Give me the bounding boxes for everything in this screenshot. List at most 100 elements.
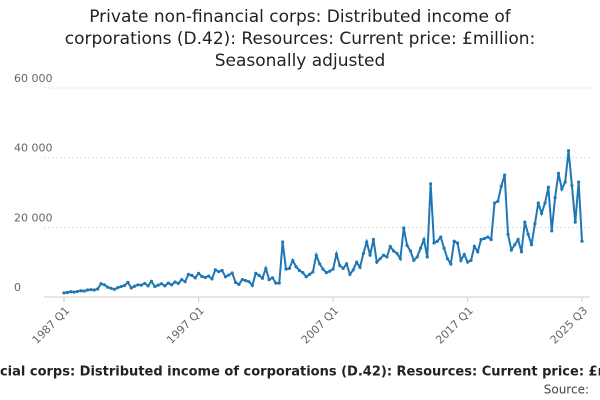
y-tick-label: 60 000 bbox=[14, 72, 53, 85]
point bbox=[186, 272, 191, 276]
point bbox=[267, 277, 271, 282]
point bbox=[381, 253, 386, 257]
point bbox=[328, 269, 332, 273]
point bbox=[459, 258, 463, 263]
point bbox=[388, 244, 392, 249]
point bbox=[106, 285, 110, 289]
point bbox=[281, 240, 285, 244]
point bbox=[156, 283, 160, 287]
point bbox=[122, 283, 127, 288]
point bbox=[139, 283, 143, 287]
point bbox=[264, 266, 268, 271]
point bbox=[92, 288, 96, 292]
point bbox=[408, 249, 413, 253]
point bbox=[341, 266, 345, 271]
point bbox=[432, 241, 436, 245]
point bbox=[533, 222, 537, 226]
point bbox=[96, 287, 100, 291]
point bbox=[307, 272, 312, 276]
x-tick-label: 1997 Q1 bbox=[164, 304, 207, 347]
point bbox=[415, 255, 419, 259]
point bbox=[196, 271, 201, 275]
point bbox=[250, 283, 254, 288]
point bbox=[284, 267, 288, 271]
point bbox=[79, 289, 83, 293]
point bbox=[489, 237, 493, 242]
point bbox=[442, 246, 446, 250]
point bbox=[577, 180, 581, 184]
point bbox=[550, 229, 554, 233]
point bbox=[220, 268, 224, 273]
point bbox=[476, 250, 480, 254]
chart-title: Private non-financial corps: Distributed… bbox=[64, 7, 536, 71]
point bbox=[254, 271, 258, 275]
point bbox=[227, 273, 231, 277]
point bbox=[516, 237, 520, 242]
point bbox=[435, 239, 439, 243]
point bbox=[297, 268, 302, 273]
point bbox=[462, 252, 466, 257]
point bbox=[526, 232, 530, 236]
point bbox=[304, 275, 308, 279]
point bbox=[133, 284, 137, 288]
point bbox=[183, 280, 187, 284]
point bbox=[523, 220, 527, 224]
point bbox=[301, 271, 305, 275]
point bbox=[580, 239, 584, 243]
point bbox=[170, 283, 174, 287]
point bbox=[402, 226, 406, 230]
point bbox=[200, 274, 204, 279]
point bbox=[445, 257, 450, 261]
point bbox=[143, 281, 147, 286]
point bbox=[371, 237, 376, 242]
point bbox=[203, 275, 207, 280]
point bbox=[405, 243, 409, 248]
point bbox=[553, 196, 557, 200]
point bbox=[116, 285, 120, 290]
point bbox=[163, 284, 167, 288]
point bbox=[351, 268, 355, 272]
point bbox=[570, 183, 574, 188]
point bbox=[455, 241, 460, 245]
point bbox=[513, 243, 517, 247]
point bbox=[425, 255, 429, 259]
x-tick-label: 2007 Q1 bbox=[299, 304, 342, 347]
point bbox=[348, 272, 352, 276]
point bbox=[334, 252, 339, 256]
point bbox=[260, 276, 265, 280]
point bbox=[244, 279, 248, 283]
point bbox=[176, 281, 180, 286]
source: Source: bbox=[544, 383, 589, 397]
point bbox=[213, 268, 217, 272]
point bbox=[556, 171, 561, 175]
point bbox=[109, 286, 113, 290]
point bbox=[452, 239, 456, 243]
point bbox=[546, 185, 550, 189]
point bbox=[324, 271, 328, 275]
point bbox=[217, 269, 221, 274]
point bbox=[519, 250, 524, 254]
point bbox=[509, 248, 513, 252]
point bbox=[82, 289, 86, 293]
point bbox=[294, 265, 298, 269]
point bbox=[338, 264, 342, 268]
point bbox=[318, 262, 322, 266]
point bbox=[230, 271, 234, 275]
point bbox=[472, 244, 476, 249]
point bbox=[233, 280, 238, 284]
point bbox=[65, 290, 69, 295]
y-tick-label: 0 bbox=[14, 281, 21, 294]
point bbox=[75, 289, 80, 294]
point bbox=[529, 243, 534, 247]
point bbox=[190, 273, 194, 278]
point bbox=[358, 265, 362, 269]
point bbox=[466, 260, 470, 264]
point bbox=[85, 288, 90, 292]
point bbox=[180, 277, 184, 282]
point bbox=[543, 201, 547, 205]
point bbox=[112, 287, 117, 291]
point bbox=[479, 237, 483, 242]
point bbox=[311, 270, 315, 274]
